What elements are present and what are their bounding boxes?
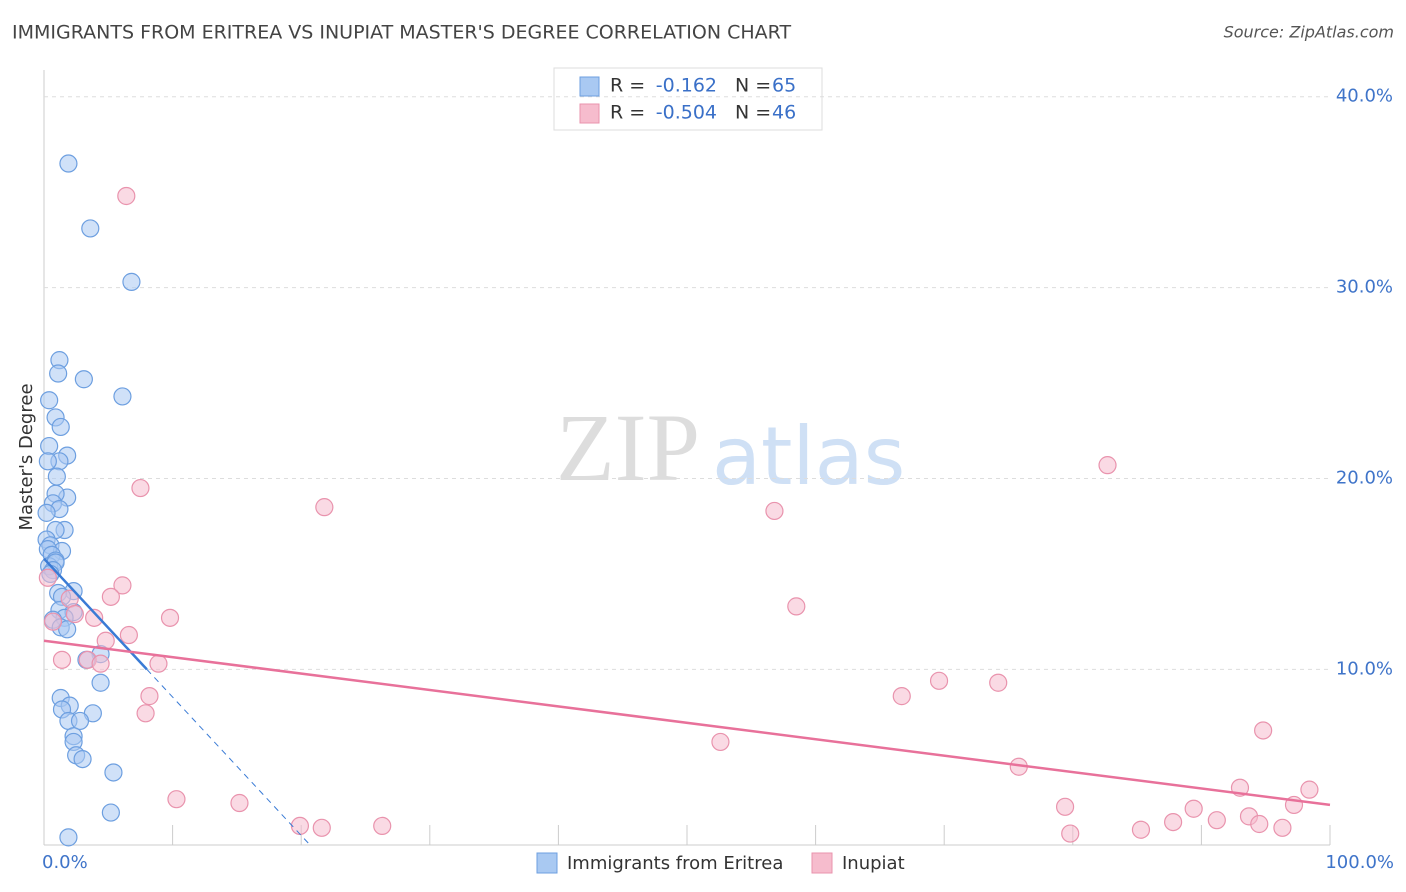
source: Source: ZipAtlas.com — [1224, 23, 1394, 42]
point — [59, 154, 78, 173]
chart-title: IMMIGRANTS FROM ERITREA VS INUPIAT MASTE… — [12, 22, 791, 44]
point — [892, 687, 911, 706]
point — [70, 711, 90, 731]
point — [160, 608, 180, 627]
point — [1250, 814, 1269, 834]
point — [122, 272, 141, 291]
stat-value: -0.162 — [656, 75, 717, 97]
y-tick-label: 30.0% — [1336, 277, 1393, 298]
point — [91, 673, 110, 692]
stat-value: 46 — [772, 102, 796, 124]
point — [43, 612, 63, 631]
point — [1184, 799, 1203, 818]
point — [1098, 456, 1117, 475]
point — [136, 704, 155, 723]
point — [59, 828, 78, 847]
point — [119, 625, 138, 645]
legend-swatch — [536, 852, 558, 874]
point — [113, 387, 132, 406]
point — [787, 597, 806, 616]
point — [101, 587, 120, 606]
point — [73, 750, 92, 769]
point — [1164, 812, 1183, 832]
point — [49, 364, 68, 383]
watermark: ZIP — [556, 394, 700, 501]
point — [131, 478, 150, 498]
stat-label: R = — [610, 102, 645, 124]
x-tick-label: 0.0% — [42, 852, 88, 873]
stat-value: -0.504 — [656, 102, 717, 124]
point — [230, 793, 249, 813]
point — [52, 650, 72, 669]
legend-swatch — [811, 852, 833, 874]
legend-swatch — [579, 76, 600, 97]
point — [104, 763, 123, 782]
point — [149, 654, 168, 673]
point — [91, 654, 110, 673]
trend-line — [43, 639, 1331, 807]
y-axis-label: Master's Degree — [16, 383, 37, 530]
watermark: atlas — [712, 410, 905, 503]
point — [315, 498, 334, 517]
point — [81, 219, 100, 238]
stat-label: N = — [735, 102, 771, 124]
legend-swatch — [579, 103, 600, 124]
point — [74, 370, 93, 389]
point — [37, 503, 56, 522]
y-tick-label: 10.0% — [1336, 658, 1393, 679]
point — [1207, 811, 1226, 830]
point — [312, 818, 331, 837]
x-tick-label: 100.0% — [1325, 852, 1394, 873]
point — [1055, 797, 1075, 816]
point — [290, 816, 310, 836]
point — [40, 436, 59, 456]
y-tick-label: 40.0% — [1336, 86, 1393, 107]
point — [85, 608, 104, 627]
point — [47, 467, 66, 486]
point — [989, 673, 1008, 692]
point — [1061, 824, 1080, 843]
point — [65, 604, 84, 624]
point — [38, 568, 57, 587]
point — [711, 732, 730, 752]
point — [1131, 820, 1151, 839]
point — [765, 501, 784, 521]
point — [117, 186, 136, 206]
stat-label: N = — [735, 75, 771, 97]
point — [40, 391, 59, 410]
legend-label: Inupiat — [842, 853, 905, 874]
point — [373, 816, 392, 836]
trend-extension — [146, 669, 311, 846]
point — [1300, 780, 1319, 799]
stat-label: R = — [610, 75, 645, 97]
point — [1254, 721, 1273, 740]
point — [58, 620, 77, 639]
point — [140, 687, 159, 706]
point — [113, 576, 132, 595]
point — [101, 803, 120, 822]
point — [167, 790, 186, 809]
y-tick-label: 20.0% — [1336, 467, 1393, 488]
stat-value: 65 — [772, 75, 796, 97]
legend-label: Immigrants from Eritrea — [567, 853, 783, 874]
point — [1273, 818, 1292, 837]
point — [51, 417, 70, 437]
point — [38, 452, 57, 471]
point — [929, 671, 949, 690]
